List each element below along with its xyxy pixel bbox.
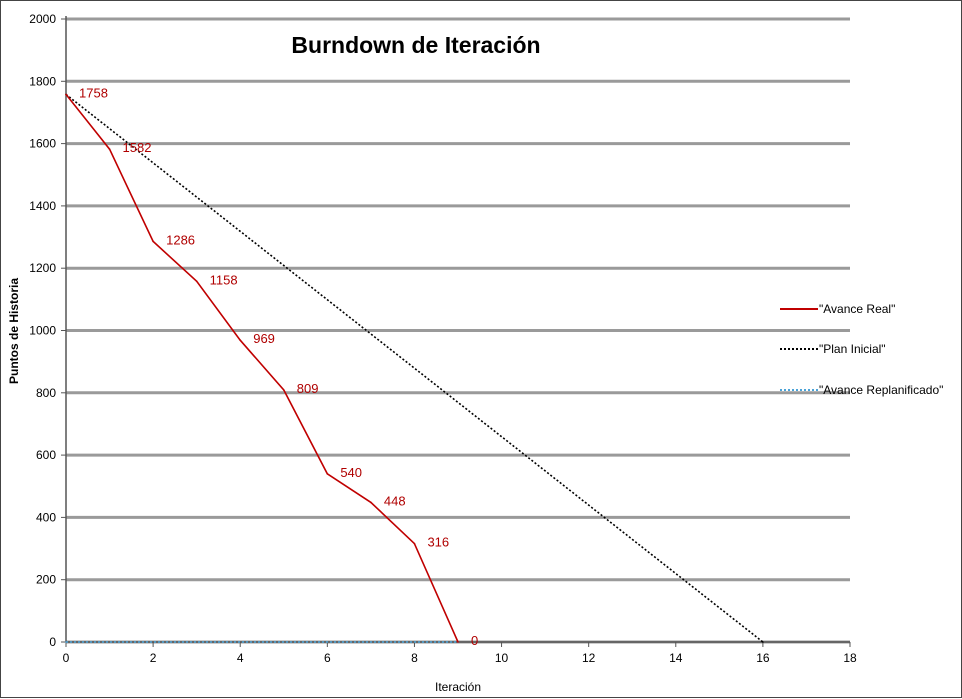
series-point-0 (195, 280, 198, 283)
y-tick-label: 0 (49, 635, 56, 649)
y-tick-label: 200 (36, 573, 56, 587)
series-line-1 (65, 93, 764, 643)
y-tick-label: 1800 (29, 74, 56, 88)
data-label: 540 (340, 465, 362, 480)
series-layer (65, 93, 764, 643)
x-tick-label: 18 (843, 651, 857, 665)
grid-layer (66, 17, 850, 644)
series-point-0 (457, 641, 459, 643)
x-tick-label: 8 (411, 651, 418, 665)
series-point-0 (152, 240, 154, 243)
data-label: 316 (427, 535, 449, 550)
x-axis-label: Iteración (435, 680, 481, 694)
y-tick-label: 1600 (29, 137, 56, 151)
series-point-0 (282, 389, 285, 391)
data-label: 0 (471, 633, 478, 648)
legend: "Avance Real" "Plan Inicial" "Avance Repla… (780, 302, 943, 397)
data-label: 1582 (123, 140, 152, 155)
series-point-0 (239, 339, 242, 341)
y-axis-label: Puntos de Historia (7, 278, 21, 384)
data-label-layer: 1758 1582 1286 1158 969 809 540 448 316 0 (79, 85, 478, 648)
legend-label-0: "Avance Real" (819, 302, 895, 316)
series-point-0 (65, 93, 67, 96)
chart-title: Burndown de Iteración (291, 32, 540, 58)
x-tick-label: 2 (150, 651, 157, 665)
y-tick-label: 600 (36, 448, 56, 462)
y-tick-label: 1000 (29, 324, 56, 338)
y-tick-label: 800 (36, 386, 56, 400)
legend-label-1: "Plan Inicial" (819, 342, 886, 356)
y-tick-label: 400 (36, 510, 56, 524)
axis-layer: 0 200 400 600 800 1000 1200 1400 1600 1800 2000 0 2 4… (29, 12, 857, 665)
y-tick-label: 2000 (29, 12, 56, 26)
series-point-0 (370, 501, 372, 504)
series-point-1 (762, 641, 764, 643)
series-line-0 (65, 93, 459, 643)
data-label: 448 (384, 493, 406, 508)
series-point-2 (65, 641, 67, 643)
legend-label-2: "Avance Replanificado" (819, 383, 943, 397)
series-point-0 (108, 148, 111, 151)
y-tick-label: 1400 (29, 199, 56, 213)
x-tick-label: 12 (582, 651, 596, 665)
x-tick-label: 6 (324, 651, 331, 665)
series-point-0 (413, 542, 416, 545)
data-label: 1158 (210, 272, 238, 287)
y-tick-label: 1200 (29, 261, 56, 275)
data-label: 1758 (79, 85, 108, 100)
series-point-0 (326, 472, 329, 475)
x-tick-label: 16 (756, 651, 770, 665)
x-tick-label: 0 (63, 651, 70, 665)
data-label: 809 (297, 381, 319, 396)
data-label: 1286 (166, 232, 195, 247)
x-tick-label: 10 (495, 651, 509, 665)
x-tick-label: 14 (669, 651, 683, 665)
data-label: 969 (253, 331, 275, 346)
x-tick-label: 4 (237, 651, 244, 665)
